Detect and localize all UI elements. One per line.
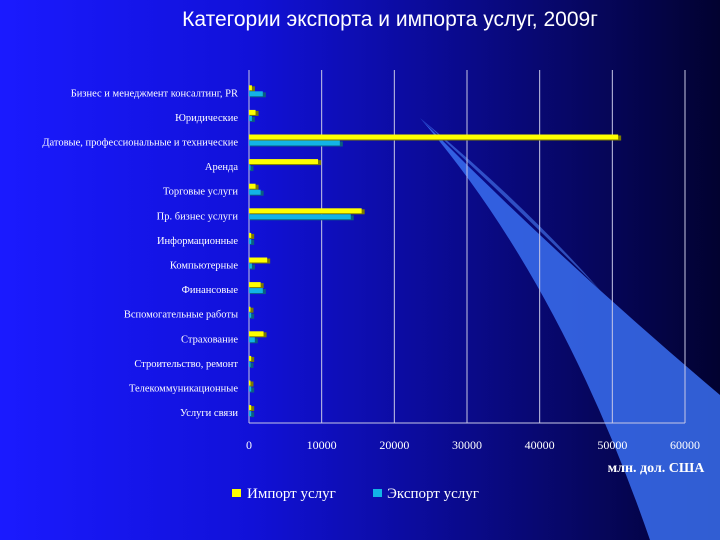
decorative-swoosh [420,118,720,540]
category-label: Финансовые [182,285,239,296]
import-bar-shadow [250,406,255,412]
category-label: Пр. бизнес услуги [157,211,239,222]
export-bar-shadow [250,116,255,122]
import-bar-shadow [250,356,255,362]
import-bar [249,109,256,115]
import-bar [249,208,362,214]
export-bar [249,140,340,146]
export-bar [249,238,252,244]
import-bar [249,380,251,386]
import-bar-shadow [250,307,254,313]
import-bar-shadow [250,233,255,239]
x-tick-label: 30000 [452,438,482,452]
export-bar-shadow [250,412,255,418]
import-bar-shadow [250,381,254,387]
import-bar [249,282,261,288]
category-label: Торговые услуги [163,187,238,198]
export-bar [249,411,252,417]
import-bar [249,306,251,312]
import-bar [249,405,252,411]
category-label: Страхование [181,334,238,345]
x-tick-label: 40000 [525,438,555,452]
export-bar [249,115,252,121]
legend-label: Экспорт услуг [387,486,479,502]
export-bar [249,165,251,171]
legend-swatch [232,489,241,497]
category-label: Аренда [205,162,238,173]
category-label: Датовые, профессиональные и технические [42,138,238,149]
import-bar-shadow [250,86,255,92]
grid-lines [248,70,686,424]
import-bar [249,183,256,189]
export-bar [249,91,263,97]
category-label: Услуги связи [180,408,238,419]
export-bar-shadow [250,264,255,270]
export-bar [249,386,252,392]
category-label: Вспомогательные работы [124,310,238,321]
category-label: Бизнес и менеджмент консалтинг, PR [71,88,238,99]
x-tick-label: 60000 [670,438,700,452]
legend-swatch [373,489,382,497]
category-labels: Бизнес и менеджмент консалтинг, PR Юридич… [42,88,238,419]
export-bar [249,361,251,367]
category-label: Телекоммуникационные [129,384,238,395]
decorative-swoosh-tip [420,118,600,290]
bars [249,85,622,418]
slide-title: Категории экспорта и импорта услуг, 2009… [182,8,598,31]
category-label: Юридические [175,113,238,124]
x-axis-label: млн. дол. США [608,461,706,476]
legend-label: Импорт услуг [247,486,336,502]
category-label: Информационные [157,236,238,247]
export-bar [249,337,255,343]
x-tick-label: 50000 [597,438,627,452]
x-tick-label: 20000 [379,438,409,452]
export-bar [249,263,252,269]
export-bar [249,214,351,220]
export-bar-shadow [250,166,254,172]
import-bar [249,331,264,337]
x-tick-label: 0 [246,438,252,452]
import-bar [249,85,252,91]
export-bar [249,189,261,195]
import-bar [249,257,268,263]
legend: Импорт услуг Экспорт услуг [232,486,479,502]
export-bar [249,288,263,294]
import-bar [249,159,319,165]
export-bar-shadow [250,362,254,368]
export-bar-shadow [250,387,255,393]
x-tick-label: 10000 [307,438,337,452]
import-bar [249,134,619,140]
export-bar-shadow [250,313,255,319]
category-label: Компьютерные [170,261,238,272]
category-label: Строительство, ремонт [134,359,238,370]
import-bar [249,355,252,361]
export-bar [249,312,252,318]
x-tick-labels: 0 10000 20000 30000 40000 50000 60000 [246,438,700,452]
export-bar-shadow [250,239,255,245]
import-bar [249,232,252,238]
